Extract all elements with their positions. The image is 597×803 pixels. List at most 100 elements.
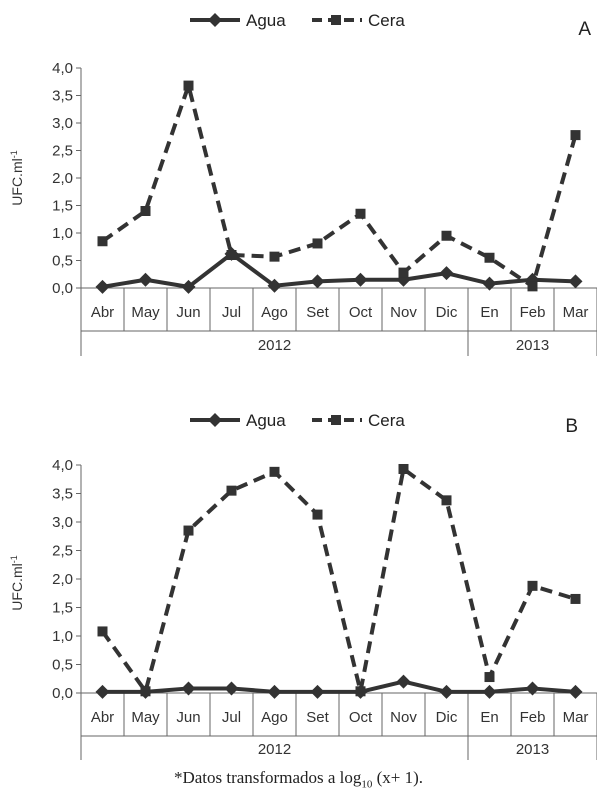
- point-cera: [484, 252, 495, 263]
- point-agua: [224, 681, 239, 696]
- point-cera: [441, 495, 452, 506]
- y-tick-label: 1,0: [52, 628, 73, 645]
- point-cera: [269, 466, 280, 477]
- series-agua-line: [102, 251, 576, 289]
- x-tick-label: Abr: [91, 304, 114, 321]
- point-cera: [312, 509, 323, 520]
- series-cera-line: [101, 83, 578, 289]
- x-tick-label: May: [131, 709, 160, 726]
- y-tick-label: 3,0: [52, 115, 73, 132]
- x-tick-label: Set: [306, 709, 329, 726]
- x-tick-label: Jul: [222, 304, 241, 321]
- point-agua: [310, 684, 325, 699]
- point-cera: [570, 593, 581, 604]
- y-tick-label: 2,5: [52, 543, 73, 560]
- x-tick-label: Mar: [563, 304, 589, 321]
- y-tick-label: 3,5: [52, 486, 73, 503]
- x-tick-label: En: [480, 709, 498, 726]
- point-cera: [226, 250, 237, 260]
- legend-cera-marker: [331, 15, 341, 25]
- point-cera: [269, 251, 280, 262]
- x-tick-label: Nov: [390, 304, 417, 321]
- point-cera: [140, 686, 151, 697]
- legend-agua-marker: [208, 13, 222, 27]
- legend-agua-marker: [208, 413, 222, 427]
- point-agua: [568, 684, 583, 699]
- y-tick-label: 2,5: [52, 143, 73, 160]
- point-agua: [353, 272, 368, 287]
- point-cera: [570, 130, 581, 141]
- point-cera: [398, 267, 409, 278]
- point-cera: [355, 686, 366, 697]
- point-cera: [527, 580, 538, 591]
- point-agua: [396, 674, 411, 689]
- x-group-label: 2012: [258, 337, 291, 354]
- y-axis-label: UFC.ml-1: [9, 150, 25, 205]
- point-cera: [97, 626, 108, 637]
- x-group-label: 2013: [516, 741, 549, 758]
- x-tick-label: Feb: [520, 304, 546, 321]
- point-cera: [226, 485, 237, 496]
- x-tick-label: May: [131, 304, 160, 321]
- x-tick-label: Ago: [261, 709, 288, 726]
- series-agua-line: [102, 679, 576, 694]
- point-cera: [527, 281, 538, 292]
- y-tick-label: 0,0: [52, 280, 73, 297]
- x-tick-label: Oct: [349, 709, 373, 726]
- x-tick-label: Dic: [436, 304, 458, 321]
- point-agua: [568, 274, 583, 289]
- point-agua: [310, 274, 325, 289]
- point-agua: [267, 278, 282, 293]
- point-agua: [482, 276, 497, 291]
- y-tick-label: 4,0: [52, 60, 73, 77]
- x-group-label: 2013: [516, 337, 549, 354]
- point-cera: [97, 236, 108, 247]
- point-cera: [441, 230, 452, 241]
- y-tick-label: 1,5: [52, 198, 73, 215]
- point-cera: [484, 672, 495, 683]
- panel-label: A: [578, 19, 591, 40]
- legend-cera-label: Cera: [368, 411, 405, 430]
- point-agua: [181, 681, 196, 696]
- x-tick-label: En: [480, 304, 498, 321]
- x-tick-label: Nov: [390, 709, 417, 726]
- y-tick-label: 3,5: [52, 88, 73, 105]
- point-cera: [183, 525, 194, 536]
- chart-panel-a: Agua Cera A 0,0 0,5 1,0 1,5 2,0 2,5 3,0 3,5 4,0 UFC.…: [9, 11, 597, 356]
- y-axis-label: UFC.ml-1: [9, 555, 25, 610]
- legend-agua-label: Agua: [246, 11, 286, 30]
- point-agua: [525, 681, 540, 696]
- x-tick-label: Jun: [176, 709, 200, 726]
- y-tick-label: 0,5: [52, 657, 73, 674]
- x-tick-label: Mar: [563, 709, 589, 726]
- x-tick-label: Set: [306, 304, 329, 321]
- point-cera: [398, 463, 409, 474]
- y-tick-label: 3,0: [52, 514, 73, 531]
- y-tick-label: 2,0: [52, 170, 73, 187]
- x-tick-label: Jun: [176, 304, 200, 321]
- footnote: *Datos transformados a log10 (x+ 1).: [173, 768, 424, 791]
- point-agua: [138, 272, 153, 287]
- legend-agua-label: Agua: [246, 411, 286, 430]
- y-tick-label: 1,0: [52, 225, 73, 242]
- y-tick-label: 0,0: [52, 685, 73, 702]
- x-group-label: 2012: [258, 741, 291, 758]
- point-agua: [181, 279, 196, 294]
- legend-cera-label: Cera: [368, 11, 405, 30]
- point-cera: [183, 80, 194, 91]
- series-cera-line: [100, 466, 577, 694]
- point-cera: [140, 206, 151, 216]
- point-agua: [95, 279, 110, 294]
- point-agua: [439, 684, 454, 699]
- point-agua: [267, 684, 282, 699]
- x-tick-label: Feb: [520, 709, 546, 726]
- point-cera: [312, 238, 323, 249]
- x-tick-label: Jul: [222, 709, 241, 726]
- y-tick-label: 1,5: [52, 600, 73, 617]
- y-tick-label: 0,5: [52, 253, 73, 270]
- x-tick-label: Ago: [261, 304, 288, 321]
- x-tick-label: Dic: [436, 709, 458, 726]
- panel-label: B: [565, 416, 578, 437]
- x-tick-label: Abr: [91, 709, 114, 726]
